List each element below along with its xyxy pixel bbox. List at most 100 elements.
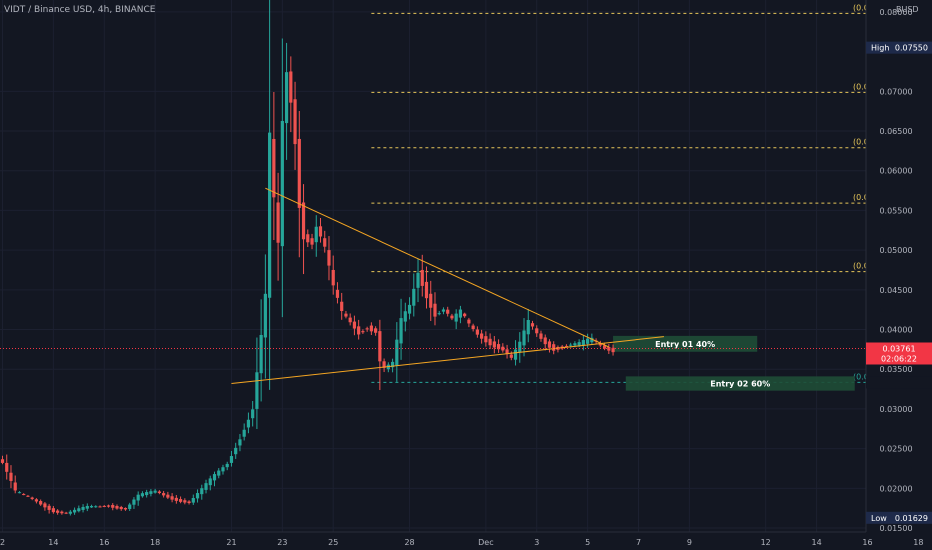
candle-body	[145, 492, 149, 496]
candle-body	[407, 304, 412, 314]
candle-body	[39, 501, 43, 505]
candle-body	[518, 341, 522, 353]
price-axis-panel[interactable]	[866, 0, 932, 532]
candle-body	[85, 505, 89, 509]
trendlines[interactable]	[231, 187, 664, 385]
time-tick-label: 14	[48, 538, 58, 547]
candle-body	[552, 344, 556, 351]
high-tag: High	[871, 44, 889, 53]
time-axis-panel[interactable]	[0, 532, 932, 550]
candle-body	[284, 72, 289, 124]
candle-body	[522, 330, 526, 346]
candle-body	[463, 313, 467, 317]
low-tag: Low	[871, 514, 887, 523]
candle-body	[310, 238, 314, 245]
candle-body	[5, 462, 9, 472]
candle-body	[217, 470, 221, 476]
price-tick-label: 0.02500	[879, 445, 912, 454]
candle-body	[34, 499, 39, 502]
candle-body	[301, 202, 306, 240]
candle-body	[611, 347, 615, 353]
price-tick-label: 0.05500	[879, 206, 912, 215]
candle-body	[352, 321, 357, 329]
candle-body	[412, 288, 416, 306]
candle-body	[365, 328, 369, 330]
candle-body	[429, 293, 433, 308]
price-tick-label: 0.03500	[879, 365, 912, 374]
candle-body	[607, 346, 611, 351]
candle-body	[420, 269, 424, 286]
price-tick-label: 0.07000	[879, 87, 912, 96]
grid	[0, 0, 919, 532]
candle-body	[251, 409, 255, 419]
high-value: 0.07550	[895, 44, 928, 53]
price-tick-label: 0.04500	[879, 286, 912, 295]
candle-body	[174, 497, 178, 501]
candle-body	[178, 499, 183, 502]
candle-body	[191, 498, 195, 503]
price-tick-label: 0.04000	[879, 326, 912, 335]
candle-body	[140, 493, 145, 497]
candle-body	[56, 510, 60, 513]
entry-zones[interactable]: Entry 01 40% Entry 02 60%	[613, 335, 855, 391]
candle-body	[89, 506, 94, 508]
time-tick-label: 21	[226, 538, 236, 547]
candle-body	[573, 343, 577, 346]
candle-body	[480, 333, 484, 339]
candle-body	[357, 326, 361, 335]
time-tick-label: 3	[534, 538, 539, 547]
candle-body	[547, 341, 552, 348]
candle-body	[77, 508, 81, 512]
candle-body	[331, 269, 335, 286]
candle-body	[390, 361, 395, 368]
candle-body	[602, 345, 607, 349]
candle-body	[276, 202, 280, 243]
candle-body	[26, 495, 30, 497]
price-axis-ticks: 0.08000 0.07000 0.06500 0.06000 0.05500 0.050…	[879, 8, 912, 533]
candle-body	[200, 488, 204, 495]
time-tick-label: 18	[913, 538, 923, 547]
price-tick-label: 0.03000	[879, 405, 912, 414]
entry-zone[interactable]	[613, 335, 758, 352]
level-tag-bg	[866, 376, 932, 389]
candle-body	[513, 349, 518, 360]
trendline[interactable]	[231, 336, 664, 385]
candle-body	[403, 311, 407, 322]
candle-body	[590, 337, 594, 343]
candle-body	[340, 301, 344, 312]
candle-body	[327, 250, 331, 266]
candle-body	[13, 482, 17, 491]
candle-body	[136, 494, 140, 501]
candle-body	[229, 456, 234, 463]
candle-body	[458, 309, 463, 318]
candle-body	[543, 337, 547, 345]
entry-zone[interactable]	[625, 376, 855, 391]
candle-body	[297, 138, 301, 208]
candle-body	[539, 333, 543, 339]
candle-body	[454, 313, 458, 322]
candle-body	[569, 344, 573, 346]
time-tick-label: 9	[687, 538, 692, 547]
candle-body	[43, 503, 47, 508]
currency-label: BUSD	[896, 5, 919, 14]
time-tick-label: 2	[0, 538, 5, 547]
candle-body	[162, 493, 166, 496]
candle-body	[399, 318, 403, 344]
bar-countdown-label: 02:06:22	[881, 354, 917, 363]
candle-body	[526, 319, 530, 335]
candle-body	[530, 323, 535, 327]
candle-body	[475, 329, 479, 335]
time-tick-label: 25	[328, 538, 338, 547]
entry-zone-label: Entry 02 60%	[710, 380, 770, 389]
trendline[interactable]	[265, 187, 610, 348]
candle-body	[115, 505, 119, 509]
candle-body	[598, 343, 602, 346]
candle-body	[318, 226, 323, 237]
candle-body	[450, 315, 454, 319]
candle-body	[183, 500, 187, 503]
candle-body	[369, 325, 373, 332]
candle-body	[246, 419, 251, 428]
price-tick-label: 0.08000	[879, 8, 912, 17]
